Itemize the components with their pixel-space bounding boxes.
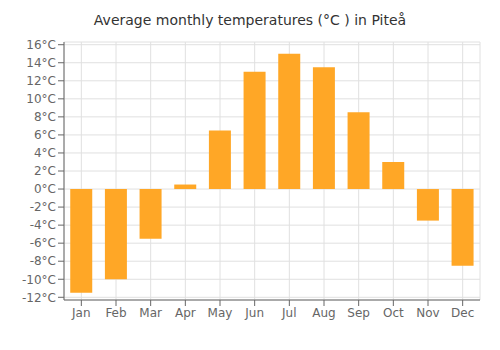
- svg-text:6°C: 6°C: [34, 128, 56, 142]
- svg-text:-6°C: -6°C: [30, 236, 56, 250]
- svg-text:Jul: Jul: [281, 306, 296, 320]
- svg-text:4°C: 4°C: [34, 146, 56, 160]
- svg-text:12°C: 12°C: [26, 74, 56, 88]
- svg-text:-10°C: -10°C: [22, 273, 56, 287]
- svg-text:2°C: 2°C: [34, 164, 56, 178]
- svg-text:Apr: Apr: [175, 306, 196, 320]
- svg-text:Mar: Mar: [139, 306, 162, 320]
- svg-text:Nov: Nov: [416, 306, 439, 320]
- svg-text:Aug: Aug: [312, 306, 335, 320]
- svg-text:May: May: [208, 306, 233, 320]
- svg-text:-12°C: -12°C: [22, 291, 56, 305]
- svg-text:Oct: Oct: [383, 306, 404, 320]
- svg-text:8°C: 8°C: [34, 110, 56, 124]
- html-text:Average monthly temperatures (: Average monthly temperatures (°C ) in Pi…: [93, 12, 407, 28]
- svg-text:-4°C: -4°C: [30, 218, 56, 232]
- svg-text:16°C: 16°C: [26, 38, 56, 52]
- svg-text:Feb: Feb: [105, 306, 126, 320]
- svg-text:-2°C: -2°C: [30, 200, 56, 214]
- svg-text:0°C: 0°C: [34, 182, 56, 196]
- svg-text:Jan: Jan: [71, 306, 91, 320]
- svg-text:Jun: Jun: [244, 306, 264, 320]
- svg-text:14°C: 14°C: [26, 56, 56, 70]
- svg-text:Sep: Sep: [347, 306, 370, 320]
- svg-text:10°C: 10°C: [26, 92, 56, 106]
- svg-text:Dec: Dec: [451, 306, 474, 320]
- svg-text:-8°C: -8°C: [30, 254, 56, 268]
